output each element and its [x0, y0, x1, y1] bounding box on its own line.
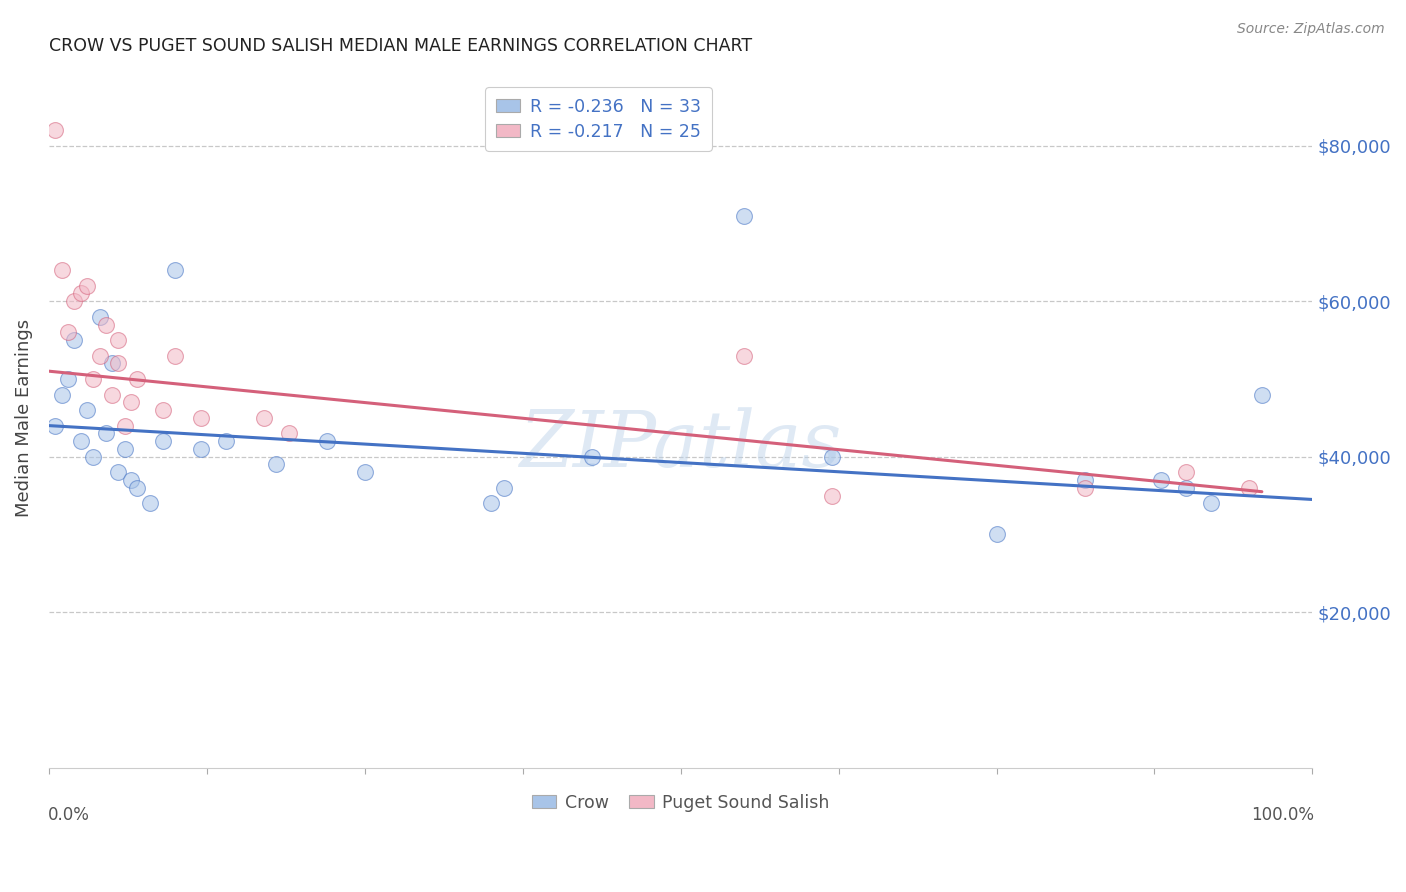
Point — [114, 418, 136, 433]
Point — [152, 434, 174, 449]
Point — [107, 356, 129, 370]
Point — [120, 473, 142, 487]
Point — [82, 372, 104, 386]
Point — [1150, 473, 1173, 487]
Text: CROW VS PUGET SOUND SALISH MEDIAN MALE EARNINGS CORRELATION CHART: CROW VS PUGET SOUND SALISH MEDIAN MALE E… — [49, 37, 752, 55]
Point — [165, 349, 187, 363]
Point — [1074, 473, 1097, 487]
Text: 100.0%: 100.0% — [1251, 806, 1313, 824]
Point — [165, 263, 187, 277]
Text: 0.0%: 0.0% — [48, 806, 90, 824]
Point — [127, 481, 149, 495]
Point — [44, 418, 66, 433]
Point — [479, 496, 502, 510]
Point — [89, 310, 111, 324]
Point — [69, 286, 91, 301]
Point — [353, 465, 375, 479]
Point — [1175, 481, 1198, 495]
Point — [82, 450, 104, 464]
Point — [127, 372, 149, 386]
Point — [56, 372, 79, 386]
Point — [1175, 465, 1198, 479]
Point — [190, 410, 212, 425]
Point — [89, 349, 111, 363]
Point — [76, 278, 98, 293]
Point — [101, 387, 124, 401]
Point — [581, 450, 603, 464]
Point — [316, 434, 339, 449]
Point — [114, 442, 136, 456]
Point — [1237, 481, 1260, 495]
Point — [94, 426, 117, 441]
Point — [1201, 496, 1223, 510]
Point — [986, 527, 1008, 541]
Point — [152, 403, 174, 417]
Point — [101, 356, 124, 370]
Point — [56, 326, 79, 340]
Point — [821, 489, 844, 503]
Point — [190, 442, 212, 456]
Point — [51, 263, 73, 277]
Point — [51, 387, 73, 401]
Point — [492, 481, 515, 495]
Point — [266, 458, 288, 472]
Point — [69, 434, 91, 449]
Point — [139, 496, 162, 510]
Point — [1074, 481, 1097, 495]
Point — [253, 410, 276, 425]
Y-axis label: Median Male Earnings: Median Male Earnings — [15, 318, 32, 516]
Point — [821, 450, 844, 464]
Point — [733, 349, 755, 363]
Text: Source: ZipAtlas.com: Source: ZipAtlas.com — [1237, 22, 1385, 37]
Point — [63, 333, 86, 347]
Point — [63, 294, 86, 309]
Point — [94, 318, 117, 332]
Point — [107, 465, 129, 479]
Point — [733, 209, 755, 223]
Point — [1250, 387, 1272, 401]
Point — [107, 333, 129, 347]
Legend: Crow, Puget Sound Salish: Crow, Puget Sound Salish — [524, 787, 837, 819]
Point — [44, 123, 66, 137]
Point — [120, 395, 142, 409]
Point — [215, 434, 238, 449]
Point — [278, 426, 301, 441]
Text: ZIPatlas: ZIPatlas — [519, 408, 842, 484]
Point — [76, 403, 98, 417]
